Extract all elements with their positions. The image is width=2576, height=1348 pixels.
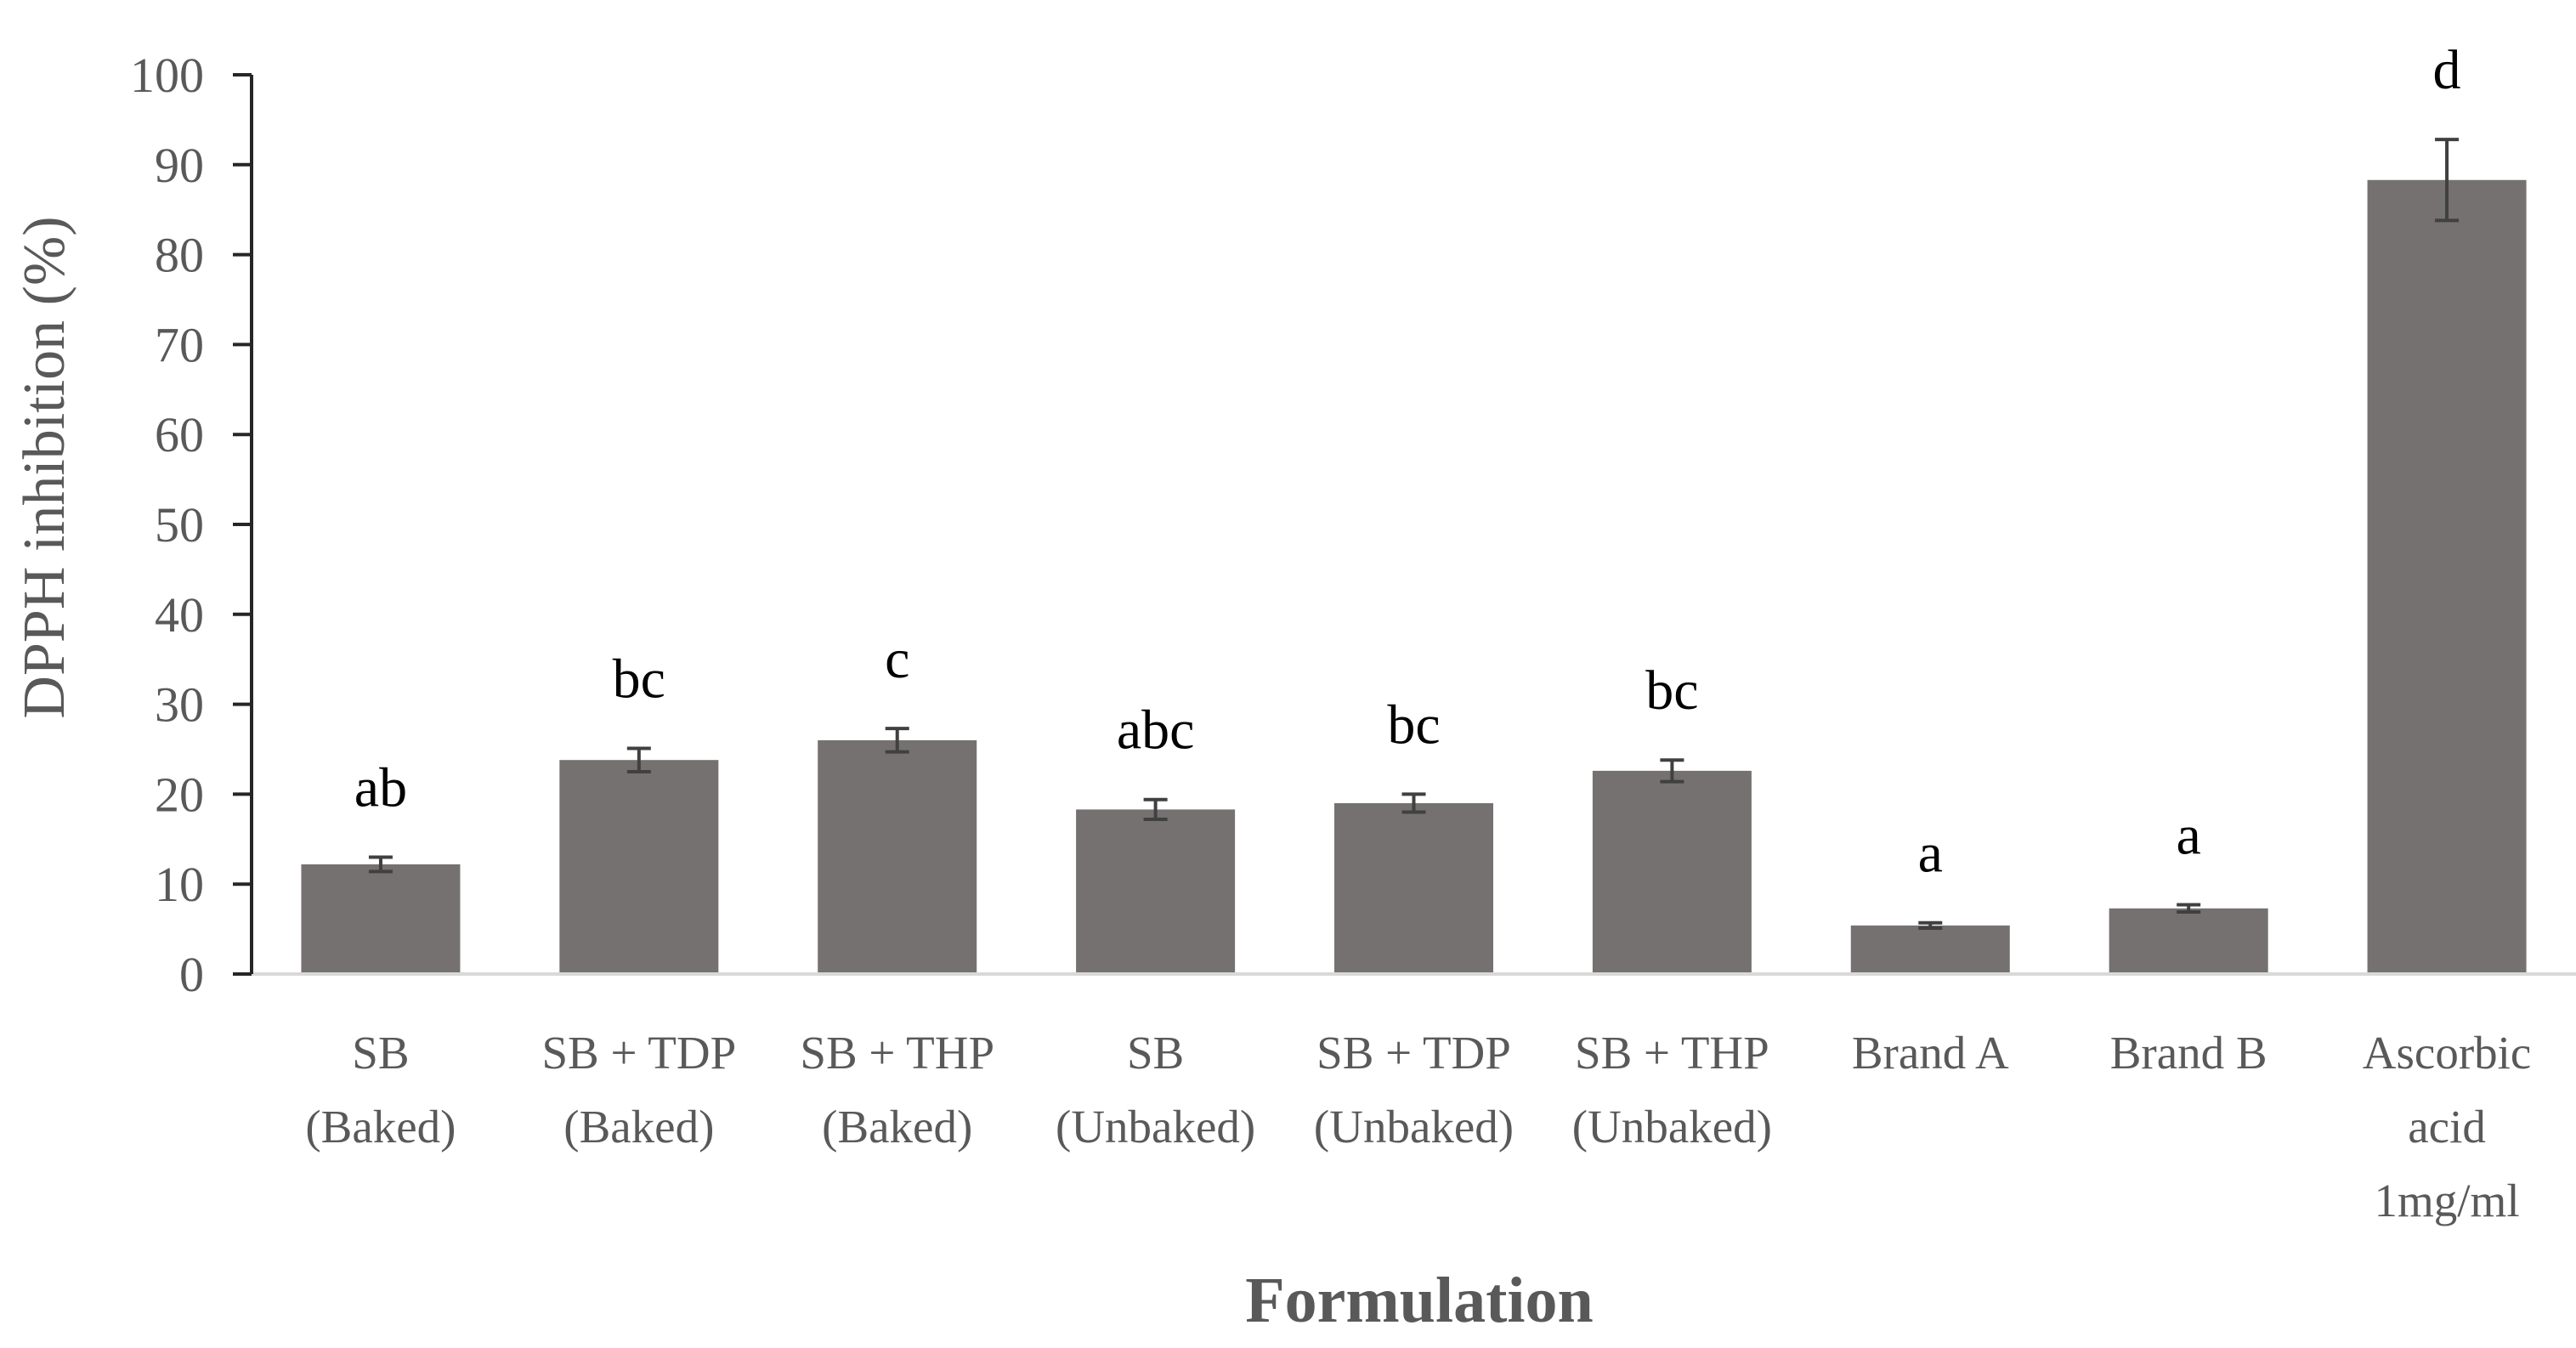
significance-label: ab [354, 756, 407, 818]
x-tick-label-line: Brand B [2110, 1027, 2267, 1079]
y-tick-label: 0 [179, 947, 204, 1002]
significance-label: c [885, 628, 909, 690]
bar [559, 760, 719, 974]
x-tick-label: SB + THP (Baked) [800, 1027, 994, 1153]
x-tick-label: SB (Unbaked) [1056, 1027, 1255, 1153]
x-tick-label-line: (Unbaked) [1314, 1101, 1514, 1153]
bar [818, 739, 977, 974]
x-tick-label-line: (Baked) [822, 1101, 972, 1153]
significance-label: bc [613, 648, 665, 710]
x-tick-label-line: SB + THP [1575, 1027, 1769, 1079]
y-tick-label: 90 [155, 138, 204, 193]
bar [1076, 809, 1236, 974]
y-tick-label: 30 [155, 677, 204, 733]
significance-label: d [2433, 39, 2461, 101]
x-tick-label-line: (Unbaked) [1056, 1101, 1255, 1153]
x-tick-label-line: SB [1127, 1027, 1184, 1079]
error-bars [368, 138, 2460, 931]
x-tick-label-line: Brand A [1852, 1027, 2009, 1079]
bars [301, 179, 2527, 974]
bar [1334, 802, 1493, 974]
x-tick-label-line: 1mg/ml [2374, 1175, 2519, 1226]
x-tick-label-line: acid [2408, 1101, 2486, 1153]
y-tick-label: 60 [155, 407, 204, 462]
x-tick-label-line: (Baked) [563, 1101, 714, 1153]
significance-label: a [1918, 823, 1943, 885]
x-tick-label-line: SB [352, 1027, 409, 1079]
y-tick-label: 10 [155, 857, 204, 912]
axes [233, 73, 2576, 976]
x-tick-label: Brand B [2110, 1027, 2267, 1079]
y-tick-label: 100 [130, 48, 204, 103]
y-tick-label: 20 [155, 767, 204, 822]
bar [301, 864, 461, 974]
significance-label: bc [1645, 660, 1698, 722]
x-tick-label: SB + THP (Unbaked) [1572, 1027, 1772, 1153]
significance-label: bc [1387, 694, 1440, 756]
x-tick-label: SB (Baked) [305, 1027, 456, 1153]
y-tick-label: 80 [155, 228, 204, 283]
x-tick-label-line: Ascorbic [2363, 1027, 2532, 1079]
bar [2367, 179, 2527, 974]
significance-label: a [2177, 805, 2201, 867]
x-tick-label: SB + TDP (Unbaked) [1314, 1027, 1514, 1153]
significance-label: abc [1117, 699, 1195, 762]
x-tick-label-line: SB + TDP [541, 1027, 736, 1079]
bar [2109, 908, 2268, 974]
x-axis-title: Formulation [1245, 1265, 1594, 1336]
bar [1850, 925, 2010, 974]
x-tick-label: Brand A [1852, 1027, 2009, 1079]
x-tick-label-line: SB + TDP [1316, 1027, 1511, 1079]
y-tick-label: 40 [155, 587, 204, 643]
x-tick-label-line: SB + THP [800, 1027, 994, 1079]
y-tick-label: 50 [155, 497, 204, 552]
x-tick-label-line: (Unbaked) [1572, 1101, 1772, 1153]
labels: 0 10 20 30 40 50 60 70 80 90 100 ab SB (Baked) bc SB + … [130, 39, 2531, 1226]
y-axis-title: DPPH inhibition (%) [12, 216, 77, 718]
x-tick-label-line: (Baked) [305, 1101, 456, 1153]
x-tick-label: SB + TDP (Baked) [541, 1027, 736, 1153]
bar [1592, 770, 1752, 974]
y-tick-label: 70 [155, 317, 204, 372]
x-tick-label: Ascorbic acid 1mg/ml [2363, 1027, 2532, 1226]
